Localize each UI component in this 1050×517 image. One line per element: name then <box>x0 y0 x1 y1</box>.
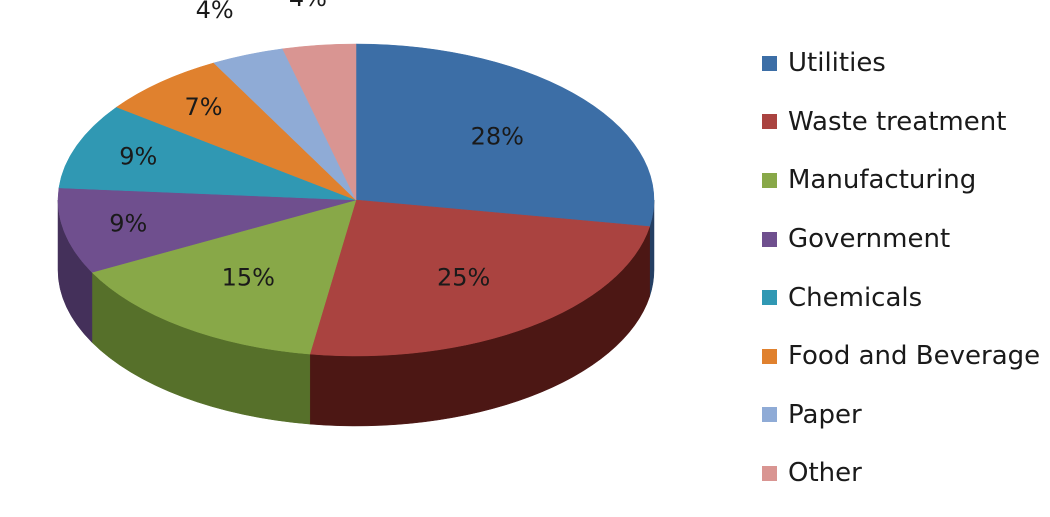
slice-chemicals <box>58 106 357 201</box>
legend-item-utilities: Utilities <box>762 34 1040 93</box>
legend-label: Paper <box>788 399 862 430</box>
slice-label-chemicals: 9% <box>119 142 157 170</box>
slice-label-waste-treatment: 25% <box>437 264 490 292</box>
legend-swatch <box>762 348 777 364</box>
legend: Utilities Waste treatment Manufacturing Gov… <box>762 34 1040 503</box>
legend-swatch <box>762 114 777 130</box>
legend-swatch <box>762 55 777 71</box>
slice-label-food-and-beverage: 7% <box>184 93 222 121</box>
slice-other <box>282 43 357 201</box>
pie-chart: 28% 25% 15% 9% 9% 7% 4% 4% <box>57 0 655 427</box>
legend-label: Manufacturing <box>788 165 977 196</box>
legend-label: Other <box>788 458 862 489</box>
slice-manufacturing <box>91 199 357 355</box>
slice-government <box>57 187 357 273</box>
slice-label-manufacturing: 15% <box>222 264 275 292</box>
legend-label: Utilities <box>788 48 886 79</box>
legend-item-manufacturing: Manufacturing <box>762 151 1040 210</box>
slice-food-and-beverage <box>116 62 357 201</box>
legend-label: Government <box>788 224 951 255</box>
legend-swatch <box>762 407 777 423</box>
legend-item-government: Government <box>762 210 1040 269</box>
slice-label-other: 4% <box>289 0 327 12</box>
legend-label: Food and Beverage <box>788 341 1041 372</box>
legend-swatch <box>762 290 777 306</box>
legend-item-food-and-beverage: Food and Beverage <box>762 327 1040 386</box>
legend-label: Chemicals <box>788 282 923 313</box>
slice-label-utilities: 28% <box>471 123 524 151</box>
legend-item-other: Other <box>762 444 1040 503</box>
legend-label: Waste treatment <box>788 106 1007 137</box>
slice-waste-treatment <box>309 199 650 357</box>
legend-swatch <box>762 172 777 188</box>
slice-label-paper: 4% <box>196 0 234 24</box>
slice-label-government: 9% <box>109 209 147 237</box>
slice-utilities <box>355 43 655 227</box>
legend-item-paper: Paper <box>762 386 1040 445</box>
legend-swatch <box>762 231 777 247</box>
legend-item-waste-treatment: Waste treatment <box>762 93 1040 152</box>
slice-labels: 28% 25% 15% 9% 9% 7% 4% 4% <box>109 0 524 292</box>
pie-slices <box>57 43 655 357</box>
legend-swatch <box>762 465 777 481</box>
legend-item-chemicals: Chemicals <box>762 268 1040 327</box>
